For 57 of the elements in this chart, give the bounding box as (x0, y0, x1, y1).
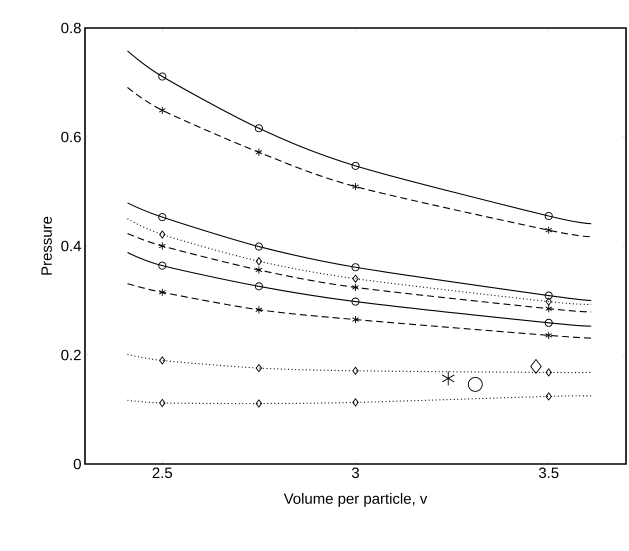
point (158, 106, 166, 114)
point (351, 162, 360, 170)
x-tick-label: 3.5 (538, 468, 558, 478)
point (544, 212, 553, 220)
point (442, 371, 455, 386)
point (351, 263, 360, 272)
x-axis-title: Volume per particle, v (284, 492, 428, 507)
point (546, 298, 552, 306)
point (158, 72, 166, 81)
point (254, 282, 263, 290)
point (255, 306, 262, 314)
line-series (126, 283, 592, 339)
point (352, 366, 359, 375)
line-series (126, 50, 592, 224)
point (468, 377, 483, 392)
point (158, 242, 166, 250)
point (544, 292, 553, 300)
point (530, 359, 542, 374)
point (544, 318, 553, 327)
point (254, 242, 263, 251)
line-series (126, 252, 592, 327)
line-series (126, 395, 592, 404)
y-tick-label: 0.2 (61, 350, 81, 360)
x-tick-label: 3 (352, 468, 360, 478)
point (256, 399, 262, 408)
point (546, 392, 552, 400)
point (352, 316, 360, 324)
y-tick-label: 0.8 (61, 22, 81, 34)
point (352, 398, 359, 406)
line-series (126, 86, 592, 238)
point (256, 257, 262, 266)
y-axis-title: Pressure (41, 216, 52, 275)
point (352, 182, 360, 191)
point (351, 298, 360, 306)
y-tick-label: 0.6 (61, 132, 81, 142)
line-series (126, 218, 592, 305)
point (352, 283, 360, 292)
point (255, 148, 262, 156)
y-tick-label: 0 (74, 458, 81, 470)
point (159, 356, 166, 364)
line-series (126, 232, 592, 312)
point (158, 262, 166, 270)
point (545, 331, 552, 340)
y-tick-label: 0.4 (61, 240, 82, 252)
point (256, 364, 262, 372)
point (255, 266, 262, 274)
point (352, 274, 359, 283)
point (158, 213, 166, 222)
point (254, 124, 263, 132)
point (159, 230, 166, 239)
x-tick-label: 2.5 (152, 468, 172, 478)
line-series (126, 202, 592, 302)
point (545, 304, 552, 313)
point (158, 288, 166, 296)
point (546, 368, 552, 376)
point (545, 226, 552, 234)
point (159, 398, 166, 407)
